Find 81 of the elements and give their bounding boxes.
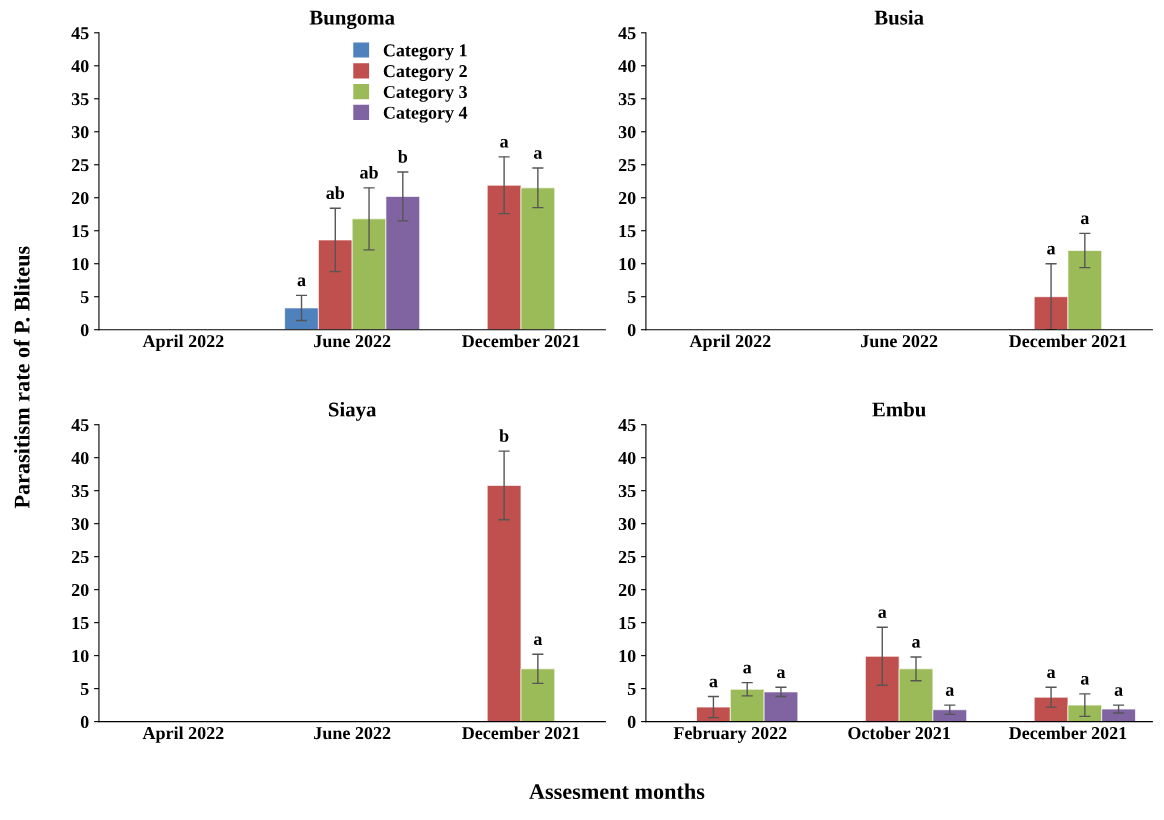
y-tick-label: 20 <box>71 192 89 205</box>
x-tick-label: February 2022 <box>673 726 787 743</box>
y-tick-label: 0 <box>80 715 89 729</box>
y-tick-label: 30 <box>618 517 636 531</box>
y-tick-label: 5 <box>627 683 636 696</box>
x-tick-label: April 2022 <box>689 334 771 351</box>
legend-label: Category 2 <box>383 65 467 82</box>
x-tick-label: December 2021 <box>1009 726 1127 740</box>
x-tick-label: June 2022 <box>314 335 391 348</box>
y-tick-label: 45 <box>618 419 636 432</box>
data-label: a <box>1114 687 1123 696</box>
y-tick-label: 15 <box>72 225 89 238</box>
y-tick-label: 10 <box>72 649 89 663</box>
data-label: ab <box>326 186 345 200</box>
data-label: ab <box>360 165 378 179</box>
y-tick-label: 45 <box>618 27 636 40</box>
data-label: a <box>912 639 921 648</box>
chart-title: Busia <box>874 10 924 25</box>
x-tick-label: October 2021 <box>848 726 950 740</box>
y-tick-label: 40 <box>71 451 89 465</box>
y-tick-label: 35 <box>71 93 89 106</box>
y-tick-label: 20 <box>71 583 89 597</box>
data-label: a <box>1080 676 1090 685</box>
y-tick-label: 40 <box>71 60 89 73</box>
y-tick-label: 5 <box>80 683 89 696</box>
x-tick-label: December 2021 <box>1009 334 1127 348</box>
legend-label: Category 1 <box>383 44 467 61</box>
data-label: b <box>398 150 408 163</box>
data-label: a <box>500 138 509 148</box>
data-label: a <box>533 636 543 646</box>
y-tick-label: 5 <box>627 291 636 304</box>
data-label: a <box>709 678 718 688</box>
y-tick-label: 10 <box>619 649 636 663</box>
y-tick-label: 15 <box>619 616 636 630</box>
y-tick-label: 15 <box>72 616 89 630</box>
y-axis-title: Parasitism rate of P. Bliteus <box>13 246 30 509</box>
y-tick-label: 30 <box>618 126 636 139</box>
x-tick-label: December 2021 <box>462 334 580 348</box>
y-tick-label: 40 <box>618 451 636 465</box>
x-tick-label: April 2022 <box>142 726 224 743</box>
legend-label: Category 3 <box>383 85 467 102</box>
y-tick-label: 25 <box>71 159 89 172</box>
y-tick-label: 25 <box>618 159 636 172</box>
legend-label: Category 4 <box>383 106 468 123</box>
x-tick-label: December 2021 <box>462 726 580 740</box>
data-label: a <box>297 277 306 287</box>
chart-title: Siaya <box>328 401 377 421</box>
y-tick-label: 20 <box>618 583 636 597</box>
y-tick-label: 45 <box>71 27 89 40</box>
y-tick-label: 40 <box>618 60 636 73</box>
y-tick-label: 0 <box>627 715 636 729</box>
data-label: a <box>1080 215 1090 225</box>
x-tick-label: June 2022 <box>861 335 938 348</box>
y-tick-label: 35 <box>71 484 89 498</box>
x-tick-label: June 2022 <box>314 726 391 740</box>
y-tick-label: 30 <box>71 517 89 531</box>
y-tick-label: 10 <box>619 257 636 271</box>
data-label: a <box>1047 669 1056 679</box>
y-tick-label: 35 <box>618 484 636 498</box>
data-label: a <box>878 609 887 619</box>
data-label: a <box>945 687 955 696</box>
x-tick-label: April 2022 <box>142 334 224 351</box>
chart-title: Embu <box>872 401 926 417</box>
data-label: a <box>533 150 543 159</box>
y-tick-label: 35 <box>618 93 636 106</box>
data-label: a <box>743 664 752 674</box>
y-tick-label: 30 <box>71 126 89 139</box>
x-axis-title: Assesment months <box>529 783 705 800</box>
y-tick-label: 10 <box>72 257 89 271</box>
y-tick-label: 25 <box>71 550 89 564</box>
y-tick-label: 0 <box>627 323 636 337</box>
y-tick-label: 45 <box>71 419 89 432</box>
data-label: a <box>1047 245 1056 255</box>
y-tick-label: 25 <box>618 550 636 564</box>
data-label: a <box>777 669 786 679</box>
y-tick-label: 5 <box>80 291 89 304</box>
data-label: b <box>499 429 509 442</box>
y-tick-label: 0 <box>80 323 89 337</box>
chart-title: Bungoma <box>309 10 395 30</box>
y-tick-label: 15 <box>619 225 636 238</box>
y-tick-label: 20 <box>618 192 636 205</box>
